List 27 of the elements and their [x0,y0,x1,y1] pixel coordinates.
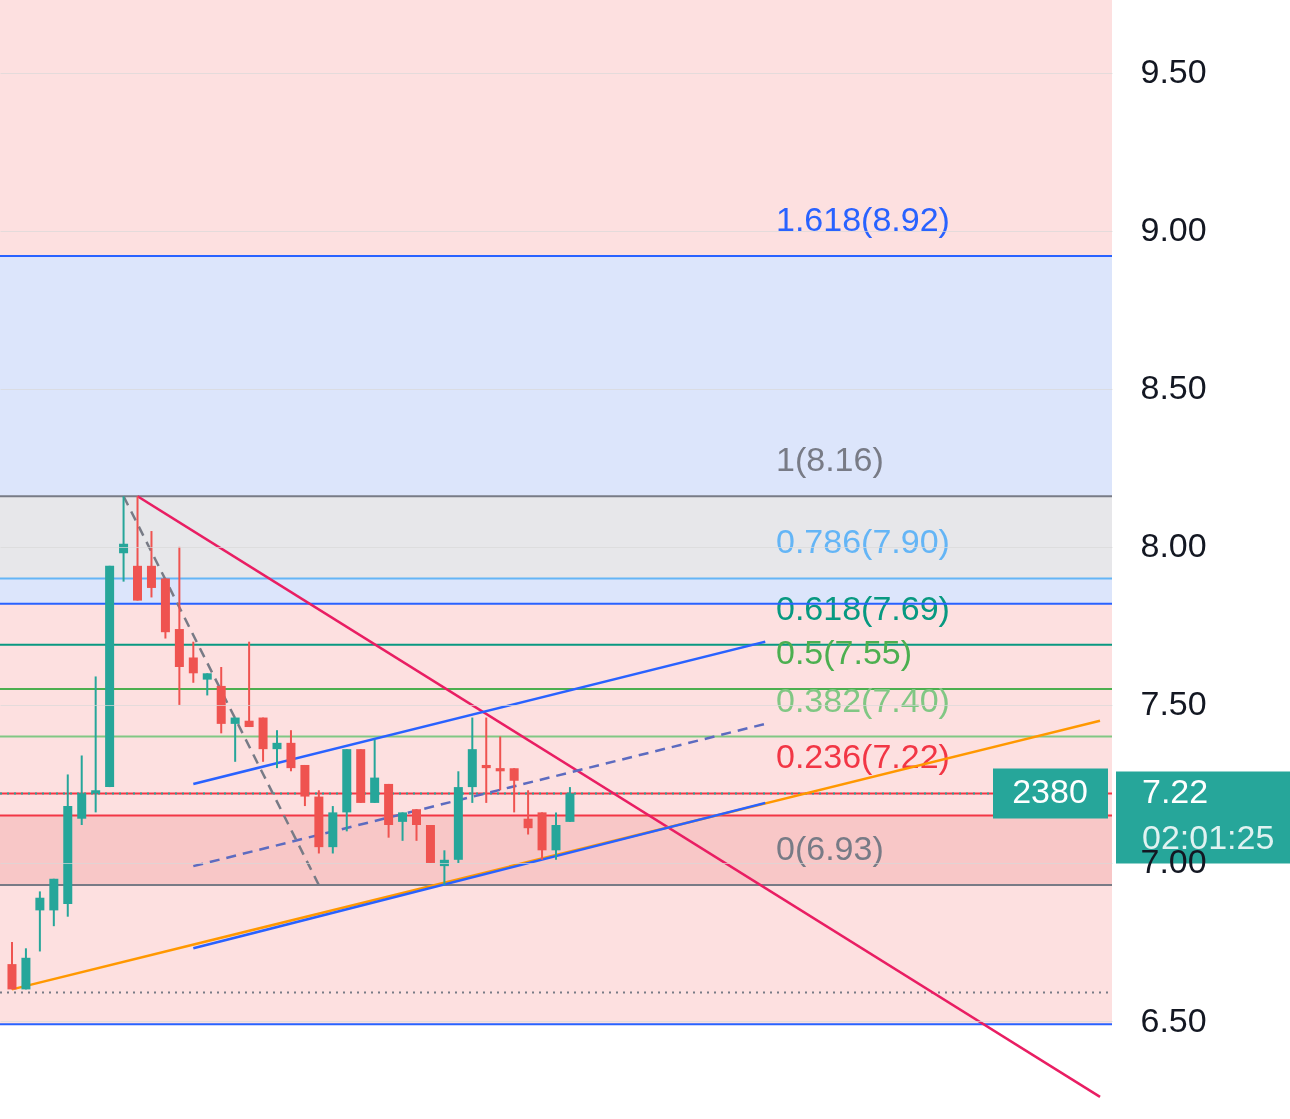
candlestick [244,640,254,729]
ref-line-label: 0.786(7.90) [776,522,950,561]
y-tick-label: 9.50 [1140,52,1207,91]
y-tick-label: 7.50 [1140,684,1207,723]
annotation: 2380 [1012,772,1088,811]
candlestick [272,729,282,770]
y-tick-label: 8.00 [1140,526,1207,565]
candlestick [188,640,198,684]
y-tick-label: 8.50 [1140,368,1207,407]
ref-line-label: 7.22 [1142,772,1209,811]
candlestick [230,716,240,763]
candlestick [35,890,45,953]
candlestick [398,811,408,842]
candlestick [412,808,422,842]
candlestick [146,530,156,599]
ref-line-label: 0.382(7.40) [776,680,950,719]
y-tick-label: 6.50 [1140,1000,1207,1039]
candlestick [495,735,505,792]
candlestick [202,672,212,697]
ref-line-label: 1(8.16) [776,440,884,479]
candlestick [523,789,533,836]
ref-line-label: 0(6.93) [776,829,884,868]
candlestick [509,767,519,814]
ref-line-label: 1.618(8.92) [776,200,950,239]
ref-line-label: 0.236(7.22) [776,737,950,776]
candlestick [481,716,491,804]
y-tick-label: 9.00 [1140,210,1207,249]
